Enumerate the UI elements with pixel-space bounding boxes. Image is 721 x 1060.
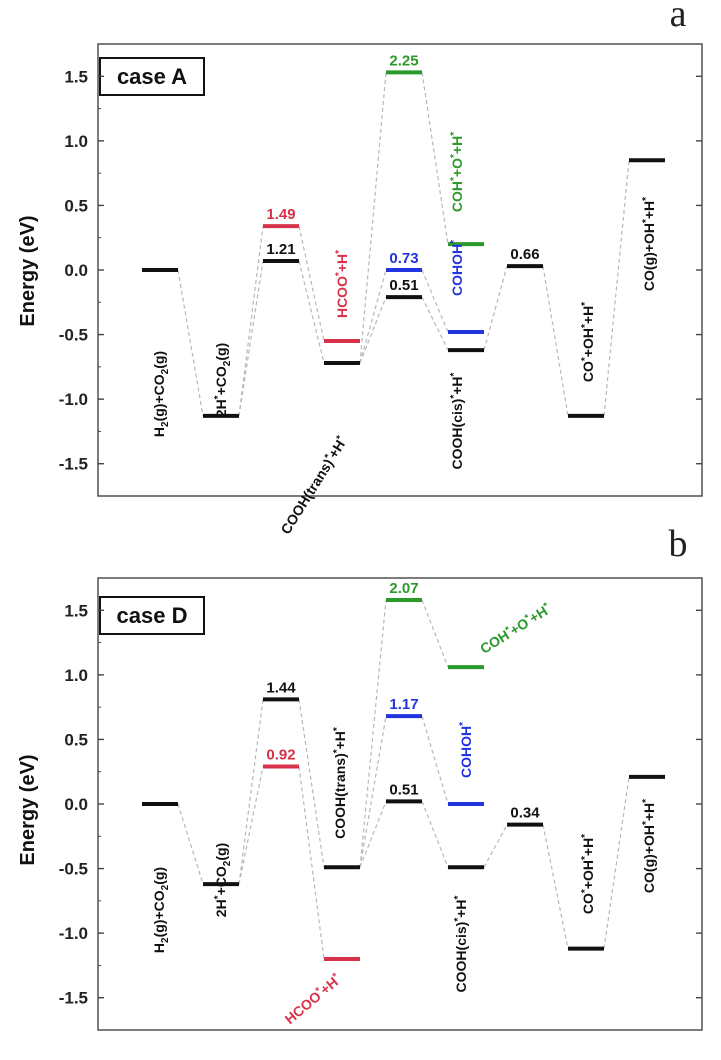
connector-line <box>298 225 325 342</box>
energy-value-label: 1.21 <box>266 241 295 258</box>
species-label: H2(g)+CO2(g) <box>151 867 171 953</box>
connector-line <box>238 260 264 417</box>
levels-b <box>142 597 665 961</box>
levels-a <box>142 70 665 418</box>
y-tick-label: 1.5 <box>64 67 88 86</box>
energy-value-label: 1.49 <box>266 206 295 223</box>
energy-value-label: 0.66 <box>510 246 539 263</box>
energy-value-label: 0.92 <box>266 747 295 764</box>
connectors-a <box>177 72 630 417</box>
connector-line <box>298 766 325 960</box>
y-tick-label: 0.5 <box>64 730 88 749</box>
energy-value-label: 0.73 <box>389 250 418 267</box>
y-ticks-b: 1.5 1.0 0.5 0.0 -0.5 -1.0 -1.5 <box>59 577 702 1031</box>
y-ticks-a: 1.5 1.0 0.5 0.0 -0.5 -1.0 -1.5 <box>59 43 702 497</box>
species-label: COOH(cis)*+H* <box>453 895 469 992</box>
panel-a: a case A Energy (eV) 1.5 1.0 0.5 0.0 -0.5 -1.… <box>17 0 703 537</box>
species-label: COHOH* <box>449 240 465 296</box>
connector-line <box>298 260 325 364</box>
species-label: 2H*+CO2(g) <box>213 843 233 917</box>
y-tick-label: 1.0 <box>64 666 88 685</box>
species-label: COOH(trans)*+H* <box>332 727 348 839</box>
connector-line <box>298 699 325 868</box>
species-label: CO(g)+OH*+H* <box>641 197 657 291</box>
plot-frame-b <box>97 577 703 1031</box>
y-tick-label: -0.5 <box>59 326 88 345</box>
y-tick-label: 1.0 <box>64 132 88 151</box>
energy-value-label: 0.51 <box>389 277 418 294</box>
connector-line <box>359 599 387 868</box>
panel-b: b case D Energy (eV) 1.5 1.0 0.5 0.0 -0.5 -1.… <box>17 523 703 1031</box>
y-tick-label: 0.5 <box>64 196 88 215</box>
species-label: CO(g)+OH*+H* <box>641 799 657 893</box>
connector-line <box>421 269 449 333</box>
connector-line <box>359 801 387 868</box>
connector-line <box>603 776 630 949</box>
connector-line <box>177 269 204 417</box>
connector-line <box>421 599 449 668</box>
species-label: COHOH* <box>458 722 474 778</box>
energy-value-label: 2.07 <box>389 580 418 597</box>
case-label-b: case D <box>117 603 188 628</box>
y-tick-label: 0.0 <box>64 795 88 814</box>
species-labels-a: H2(g)+CO2(g) 2H*+CO2(g) COOH(trans)*+H* … <box>151 132 657 537</box>
connector-line <box>483 265 508 351</box>
connector-line <box>542 266 569 417</box>
species-label: COOH(trans)*+H* <box>277 434 350 537</box>
value-labels-b: 1.44 0.92 0.51 1.17 2.07 0.34 <box>266 580 540 822</box>
connector-line <box>421 296 449 351</box>
connector-line <box>421 716 449 805</box>
connector-line <box>359 716 387 868</box>
y-tick-label: -1.0 <box>59 924 88 943</box>
energy-value-label: 1.44 <box>266 679 296 696</box>
connector-line <box>238 766 264 885</box>
species-label: COOH(cis)*+H* <box>449 372 465 469</box>
connector-line <box>421 72 449 245</box>
connector-line <box>359 269 387 364</box>
species-label: COH*+O*+H* <box>477 601 554 657</box>
connector-line <box>359 296 387 364</box>
y-axis-label-b: Energy (eV) <box>17 754 39 865</box>
y-tick-label: -0.5 <box>59 860 88 879</box>
y-axis-label-a: Energy (eV) <box>17 215 39 326</box>
panel-letter-a: a <box>670 0 687 35</box>
energy-value-label: 2.25 <box>389 52 418 69</box>
case-label-a: case A <box>117 64 187 89</box>
energy-value-label: 0.51 <box>389 781 418 798</box>
y-tick-label: -1.5 <box>59 989 88 1008</box>
species-label: HCOO*+H* <box>334 250 350 318</box>
connectors-b <box>177 599 630 960</box>
connector-line <box>359 72 387 364</box>
value-labels-a: 1.21 1.49 0.51 0.73 2.25 0.66 <box>266 52 539 294</box>
y-tick-label: 1.5 <box>64 601 88 620</box>
species-label: H2(g)+CO2(g) <box>151 351 171 437</box>
panel-letter-b: b <box>669 523 688 565</box>
connector-line <box>238 699 264 885</box>
y-tick-label: -1.0 <box>59 390 88 409</box>
y-tick-label: -1.5 <box>59 455 88 474</box>
connector-line <box>483 824 508 868</box>
connector-line <box>421 801 449 868</box>
species-label: COH*+O*+H* <box>449 132 465 212</box>
case-label-box-b <box>99 596 205 635</box>
species-label: 2H*+CO2(g) <box>213 343 233 417</box>
connector-line <box>177 803 204 885</box>
connector-line <box>238 226 264 417</box>
connector-line <box>542 824 569 949</box>
species-label: CO*+OH*+H* <box>580 834 596 914</box>
species-label: HCOO*+H* <box>282 971 345 1027</box>
species-label: CO*+OH*+H* <box>580 302 596 382</box>
energy-value-label: 1.17 <box>389 696 418 713</box>
y-tick-label: 0.0 <box>64 261 88 280</box>
connector-line <box>603 160 630 416</box>
species-labels-b: H2(g)+CO2(g) 2H*+CO2(g) COOH(trans)*+H* … <box>151 601 657 1028</box>
energy-value-label: 0.34 <box>510 805 540 822</box>
